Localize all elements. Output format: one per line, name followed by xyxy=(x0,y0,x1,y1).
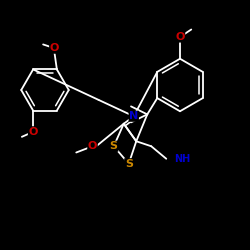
Text: O: O xyxy=(88,141,97,151)
Text: O: O xyxy=(175,32,185,42)
Text: O: O xyxy=(50,43,59,53)
Text: S: S xyxy=(125,159,133,169)
Text: N: N xyxy=(129,111,138,121)
Text: NH: NH xyxy=(174,154,190,164)
Text: O: O xyxy=(28,127,38,137)
Text: S: S xyxy=(110,141,118,151)
